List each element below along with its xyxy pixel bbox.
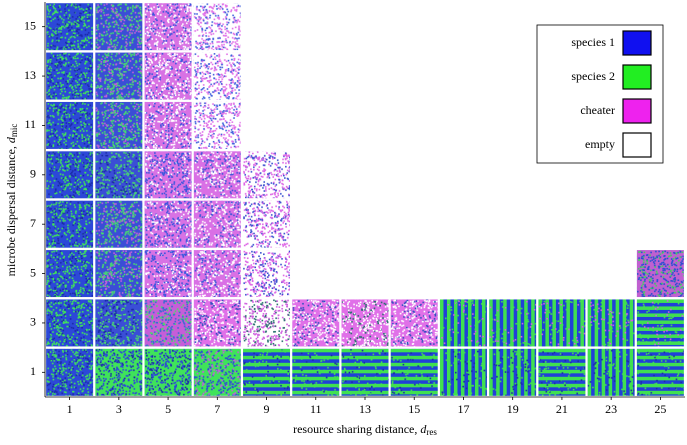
chart: resource sharing distance, dres microbe … xyxy=(0,0,687,440)
